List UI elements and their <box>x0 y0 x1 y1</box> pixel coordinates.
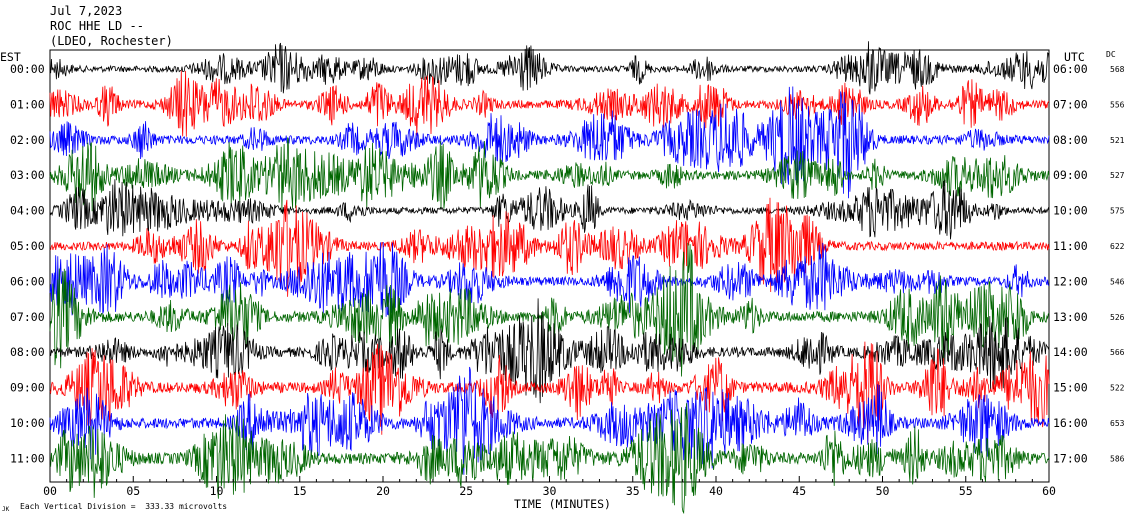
x-tick-label-15: 15 <box>293 484 307 498</box>
utc-label-1400: 14:00 <box>1053 345 1088 359</box>
trace-0300 <box>49 137 1050 212</box>
utc-label-1500: 15:00 <box>1053 381 1088 395</box>
x-tick-label-55: 55 <box>959 484 973 498</box>
dc-value-0500: 622 <box>1110 242 1125 251</box>
x-tick-label-20: 20 <box>376 484 390 498</box>
est-axis-title: EST <box>0 50 21 64</box>
dc-value-0400: 575 <box>1110 207 1125 216</box>
trace-0900 <box>49 341 1050 443</box>
trace-0000 <box>49 41 1050 95</box>
trace-0400 <box>49 179 1050 240</box>
x-axis-title: TIME (MINUTES) <box>514 497 611 511</box>
trace-0200 <box>49 86 1050 199</box>
corner-mark: JK <box>2 506 10 513</box>
trace-0600 <box>49 241 1050 317</box>
dc-value-0600: 546 <box>1110 277 1125 286</box>
x-tick-label-30: 30 <box>543 484 557 498</box>
utc-label-1000: 10:00 <box>1053 204 1088 218</box>
utc-axis-title: UTC <box>1064 50 1085 64</box>
x-tick-label-05: 05 <box>126 484 140 498</box>
utc-label-1200: 12:00 <box>1053 274 1088 288</box>
x-tick-label-35: 35 <box>626 484 640 498</box>
x-tick-label-25: 25 <box>459 484 473 498</box>
trace-0500 <box>49 197 1050 297</box>
x-tick-label-10: 10 <box>210 484 224 498</box>
dc-value-1100: 586 <box>1110 454 1125 463</box>
trace-0100 <box>49 70 1050 137</box>
dc-value-0900: 522 <box>1110 384 1125 393</box>
trace-0800 <box>49 298 1050 404</box>
utc-label-1100: 11:00 <box>1053 239 1088 253</box>
utc-label-0900: 09:00 <box>1053 168 1088 182</box>
est-label-0900: 09:00 <box>10 381 45 395</box>
trace-1100 <box>49 403 1050 515</box>
est-label-0400: 04:00 <box>10 204 45 218</box>
scale-footnote: Each Vertical Division = 333.33 microvol… <box>20 502 228 511</box>
x-tick-label-50: 50 <box>876 484 890 498</box>
utc-label-1600: 16:00 <box>1053 416 1088 430</box>
est-label-0500: 05:00 <box>10 239 45 253</box>
dc-value-1000: 653 <box>1110 419 1125 428</box>
dc-value-0200: 521 <box>1110 136 1125 145</box>
est-label-1100: 11:00 <box>10 451 45 465</box>
dc-value-0100: 556 <box>1110 100 1125 109</box>
x-tick-label-45: 45 <box>792 484 806 498</box>
est-label-0700: 07:00 <box>10 310 45 324</box>
station-location: (LDEO, Rochester) <box>50 34 173 48</box>
dc-value-0800: 566 <box>1110 348 1125 357</box>
est-label-0800: 08:00 <box>10 345 45 359</box>
station-code: ROC HHE LD -- <box>50 19 144 33</box>
x-tick-label-40: 40 <box>709 484 723 498</box>
utc-label-0700: 07:00 <box>1053 97 1088 111</box>
utc-label-1300: 13:00 <box>1053 310 1088 324</box>
est-label-0100: 01:00 <box>10 97 45 111</box>
trace-0700 <box>49 242 1050 377</box>
est-label-1000: 10:00 <box>10 416 45 430</box>
dc-value-0000: 568 <box>1110 65 1125 74</box>
x-tick-label-60: 60 <box>1042 484 1056 498</box>
dc-value-0300: 527 <box>1110 171 1125 180</box>
utc-label-1700: 17:00 <box>1053 451 1088 465</box>
x-tick-label-00: 00 <box>43 484 57 498</box>
utc-label-0600: 06:00 <box>1053 62 1088 76</box>
utc-label-0800: 08:00 <box>1053 133 1088 147</box>
plot-date: Jul 7,2023 <box>50 4 123 18</box>
trace-1000 <box>49 366 1050 475</box>
dc-value-0700: 526 <box>1110 313 1125 322</box>
est-label-0200: 02:00 <box>10 133 45 147</box>
dc-axis-title: DC <box>1106 50 1116 59</box>
est-label-0600: 06:00 <box>10 274 45 288</box>
est-label-0000: 00:00 <box>10 62 45 76</box>
est-label-0300: 03:00 <box>10 168 45 182</box>
